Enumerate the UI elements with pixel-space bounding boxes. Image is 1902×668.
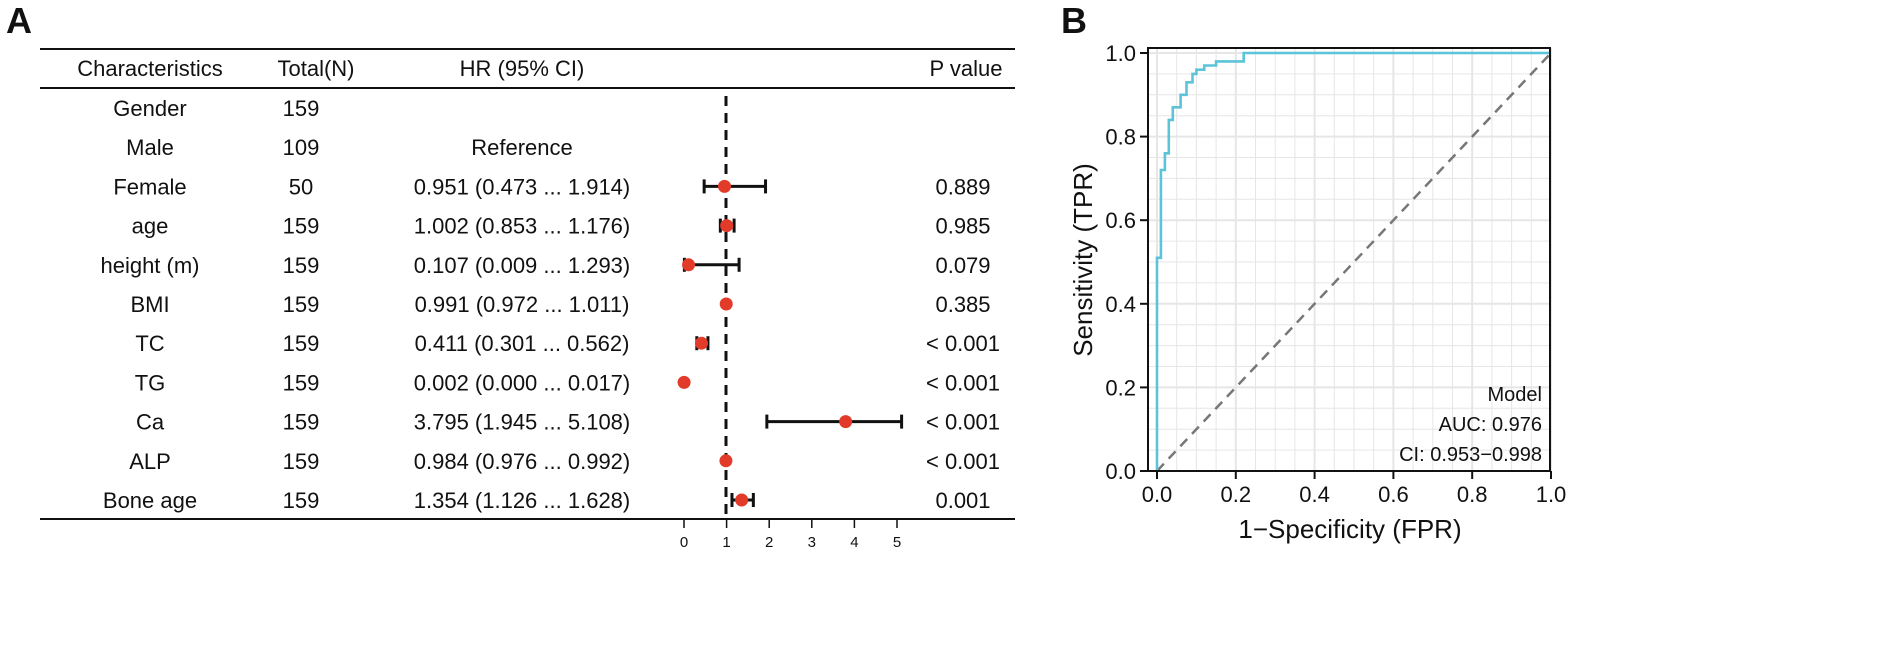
y-tick-label: 0.8 <box>1105 125 1136 150</box>
y-tick-label: 0.6 <box>1105 208 1136 233</box>
plot-area <box>1148 48 1550 471</box>
hr-point <box>718 179 732 193</box>
hr-point <box>695 336 709 350</box>
row-p-value: 0.985 <box>935 214 990 239</box>
roc-panel: B 0.0 0.2 0.4 0.6 0.8 1.0 0.0 0.2 0.4 0.6 0.8 1.0 S… <box>1061 0 1566 544</box>
row-total: 159 <box>283 449 320 474</box>
row-label: Bone age <box>103 488 197 513</box>
forest-x-axis: 0 1 2 3 4 5 <box>680 519 901 551</box>
hr-point <box>720 219 734 233</box>
row-p-value: < 0.001 <box>926 449 1000 474</box>
row-total: 159 <box>283 253 320 278</box>
table-rows: Gender 159 Male 109 Reference Female 50 0.951 (… <box>100 96 1000 513</box>
y-tick-label: 0.2 <box>1105 375 1136 400</box>
x-tick-label: 0.8 <box>1457 482 1488 507</box>
row-hr: 0.951 (0.473 ... 1.914) <box>414 174 631 199</box>
y-tick-label: 1.0 <box>1105 41 1136 66</box>
plot-frame <box>1147 47 1551 472</box>
row-label: TG <box>135 370 166 395</box>
row-total: 159 <box>283 410 320 435</box>
header-hr: HR (95% CI) <box>460 56 585 81</box>
forest-tick-label: 4 <box>850 534 858 551</box>
row-hr: 1.354 (1.126 ... 1.628) <box>414 488 631 513</box>
row-hr: 0.107 (0.009 ... 1.293) <box>414 253 631 278</box>
x-tick-label: 0.2 <box>1221 482 1252 507</box>
row-p-value: < 0.001 <box>926 370 1000 395</box>
chance-diagonal <box>1156 52 1552 472</box>
forest-plot-panel: A Characteristics Total(N) HR (95% CI) P… <box>6 0 1015 551</box>
row-total: 159 <box>283 292 320 317</box>
row-label: age <box>132 214 169 239</box>
row-label: Female <box>113 174 186 199</box>
row-hr: 0.984 (0.976 ... 0.992) <box>414 449 631 474</box>
hr-point <box>719 454 733 468</box>
row-total: 159 <box>283 331 320 356</box>
row-p-value: 0.385 <box>935 292 990 317</box>
row-label: BMI <box>130 292 169 317</box>
row-hr: Reference <box>471 135 573 160</box>
legend-ci: CI: 0.953−0.998 <box>1399 444 1542 466</box>
row-total: 50 <box>289 174 313 199</box>
roc-curve <box>1155 51 1551 471</box>
hr-point <box>735 493 749 507</box>
x-tick-label: 0.0 <box>1142 482 1173 507</box>
header-p-value: P value <box>930 56 1003 81</box>
row-total: 109 <box>283 135 320 160</box>
forest-tick-label: 3 <box>808 534 816 551</box>
roc-axes: 0.0 0.2 0.4 0.6 0.8 1.0 0.0 0.2 0.4 0.6 0.8 1.0 <box>1105 41 1566 507</box>
x-tick-label: 0.4 <box>1299 482 1330 507</box>
row-p-value: 0.001 <box>935 488 990 513</box>
legend-auc: AUC: 0.976 <box>1439 414 1542 436</box>
row-total: 159 <box>283 370 320 395</box>
row-total: 159 <box>283 488 320 513</box>
forest-tick-label: 5 <box>893 534 901 551</box>
hr-point <box>839 415 853 429</box>
row-p-value: 0.889 <box>935 174 990 199</box>
header-total: Total(N) <box>277 56 354 81</box>
y-tick-label: 0.4 <box>1105 292 1136 317</box>
row-label: height (m) <box>100 253 199 278</box>
hr-point <box>677 375 691 389</box>
row-hr: 0.991 (0.972 ... 1.011) <box>415 292 630 317</box>
row-p-value: < 0.001 <box>926 331 1000 356</box>
panel-a-label: A <box>6 0 32 41</box>
header-characteristics: Characteristics <box>77 56 222 81</box>
row-hr: 1.002 (0.853 ... 1.176) <box>414 214 631 239</box>
x-axis-label: 1−Specificity (FPR) <box>1238 514 1461 544</box>
row-total: 159 <box>283 214 320 239</box>
panel-b-label: B <box>1061 0 1087 41</box>
row-hr: 0.002 (0.000 ... 0.017) <box>414 370 631 395</box>
row-p-value: 0.079 <box>935 253 990 278</box>
y-axis-label: Sensitivity (TPR) <box>1068 163 1098 357</box>
row-label: TC <box>135 331 164 356</box>
hr-point <box>719 297 733 311</box>
row-p-value: < 0.001 <box>926 410 1000 435</box>
legend-title: Model <box>1488 384 1542 406</box>
forest-tick-label: 2 <box>765 534 773 551</box>
row-hr: 0.411 (0.301 ... 0.562) <box>415 331 630 356</box>
forest-tick-label: 0 <box>680 534 688 551</box>
row-label: Gender <box>113 96 186 121</box>
row-label: Ca <box>136 410 165 435</box>
forest-tick-label: 1 <box>722 534 730 551</box>
row-hr: 3.795 (1.945 ... 5.108) <box>414 410 631 435</box>
row-label: Male <box>126 135 174 160</box>
y-tick-label: 0.0 <box>1105 459 1136 484</box>
hr-point <box>682 258 696 272</box>
x-tick-label: 1.0 <box>1536 482 1567 507</box>
row-label: ALP <box>129 449 171 474</box>
x-tick-label: 0.6 <box>1378 482 1409 507</box>
row-total: 159 <box>283 96 320 121</box>
forest-marks <box>677 179 904 507</box>
